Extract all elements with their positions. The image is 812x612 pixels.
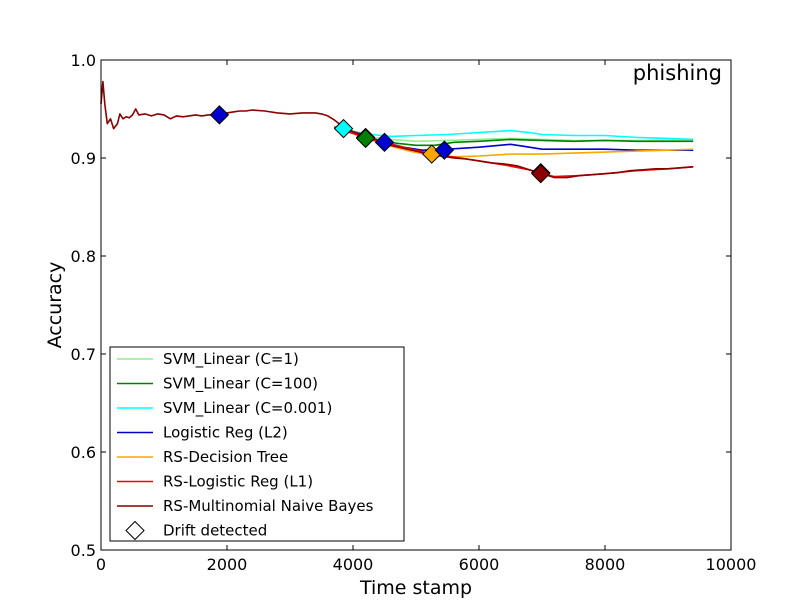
legend-label-svm-linear-c-100: SVM_Linear (C=100) bbox=[163, 375, 318, 394]
drift-marker-4 bbox=[355, 128, 376, 149]
legend-drift-marker bbox=[125, 520, 145, 541]
drift-marker-2 bbox=[333, 118, 354, 139]
plot-frame bbox=[100, 59, 732, 551]
x-tick-label: 6000 bbox=[459, 555, 500, 574]
legend-label-rs-multinomial-naive-bayes: RS-Multinomial Naive Bayes bbox=[163, 497, 374, 515]
legend: SVM_Linear (C=1) SVM_Linear (C=100) SVM_Li… bbox=[109, 346, 405, 542]
drift-marker-5 bbox=[374, 132, 395, 153]
y-axis-title: Accuracy bbox=[44, 262, 66, 349]
x-tick-label: 4000 bbox=[333, 555, 374, 574]
legend-label-rs-decision-tree: RS-Decision Tree bbox=[163, 448, 288, 466]
y-tick-label: 0.7 bbox=[71, 345, 96, 364]
axes: 0 2000 4000 6000 8000 10000 0.5 0.6 0.7 0.8 0.9 1.0 bbox=[71, 51, 757, 574]
legend-label-svm-linear-c-1: SVM_Linear (C=1) bbox=[163, 350, 299, 369]
legend-label-rs-logistic-reg-l1: RS-Logistic Reg (L1) bbox=[163, 473, 313, 491]
y-tick-label: 0.5 bbox=[71, 541, 96, 560]
drift-marker-9 bbox=[531, 163, 551, 184]
legend-label-svm-linear-c-0-001: SVM_Linear (C=0.001) bbox=[163, 399, 332, 418]
legend-box bbox=[109, 346, 405, 542]
dataset-annotation: phishing bbox=[633, 61, 722, 85]
legend-label-logistic-reg-l2: Logistic Reg (L2) bbox=[163, 424, 288, 442]
x-tick-label: 0 bbox=[96, 555, 106, 574]
x-tick-label: 10000 bbox=[706, 555, 757, 574]
y-tick-label: 0.9 bbox=[71, 149, 96, 168]
x-tick-label: 8000 bbox=[585, 555, 626, 574]
drift-marker-1 bbox=[209, 105, 230, 125]
legend-label-drift-detected: Drift detected bbox=[163, 522, 267, 540]
y-tick-label: 0.6 bbox=[71, 443, 96, 462]
drift-markers bbox=[209, 105, 551, 184]
y-tick-label: 0.8 bbox=[71, 247, 96, 266]
y-tick-label: 1.0 bbox=[71, 51, 96, 70]
x-tick-label: 2000 bbox=[207, 555, 248, 574]
x-axis-title: Time stamp bbox=[359, 577, 472, 599]
drift-marker-7 bbox=[434, 140, 455, 160]
